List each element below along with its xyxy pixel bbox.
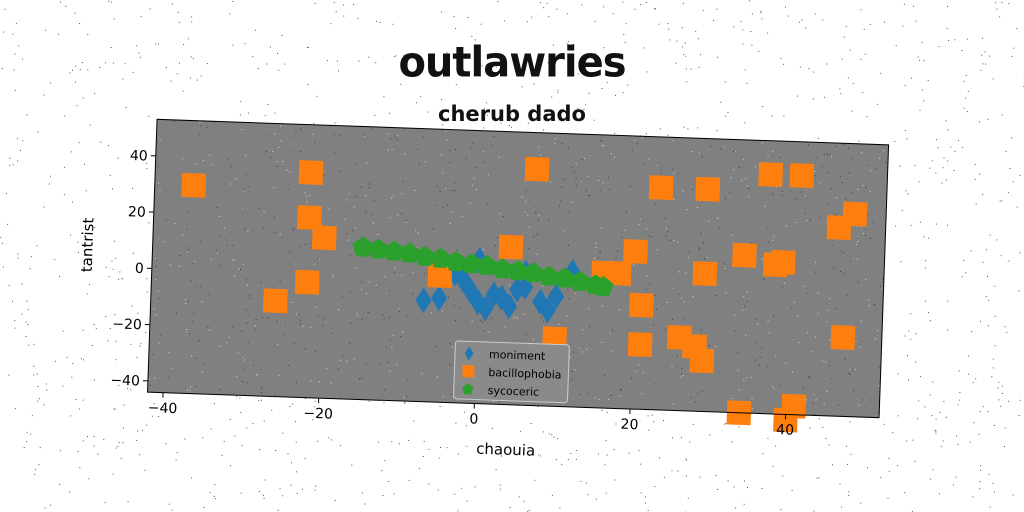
legend-label: bacillophobia: [488, 366, 562, 382]
bacillophobia-point: [770, 249, 796, 275]
x-axis-label: chaouia: [476, 440, 536, 460]
bacillophobia-point: [311, 225, 337, 251]
y-tick-label: −20: [112, 316, 142, 333]
moniment-point: [462, 277, 479, 304]
bacillophobia-point: [695, 176, 721, 202]
y-axis-ticks: −40 −20 0 20 40: [110, 148, 156, 390]
sycoceric-point: [430, 247, 452, 268]
x-tick-label: −40: [147, 400, 177, 417]
bacillophobia-point: [262, 288, 288, 314]
y-tick-label: 20: [128, 204, 146, 221]
bacillophobia-point: [427, 263, 453, 289]
bacillophobia-point: [758, 162, 784, 187]
bacillophobia-point: [629, 292, 654, 318]
bacillophobia-point: [689, 348, 715, 374]
moniment-point: [431, 285, 448, 312]
chart-title: outlawries: [398, 38, 626, 88]
legend-marker-sycoceric: [462, 383, 474, 395]
moniment-point: [485, 281, 502, 308]
y-tick-label: 0: [135, 261, 144, 277]
bacillophobia-point: [648, 175, 674, 201]
series-sycoceric: [352, 236, 614, 297]
y-tick-label: 40: [130, 148, 148, 165]
moniment-point: [493, 284, 510, 311]
sycoceric-point: [507, 260, 529, 281]
bacillophobia-point: [692, 261, 718, 287]
plot-frame: [146, 118, 890, 419]
bacillophobia-point: [298, 160, 324, 185]
moniment-point: [469, 289, 486, 316]
chart-subtitle: cherub dado: [438, 102, 586, 126]
bacillophobia-point: [498, 234, 524, 260]
sycoceric-point: [476, 255, 498, 276]
sycoceric-point: [383, 240, 405, 261]
bacillophobia-point: [789, 163, 815, 189]
legend-label: moniment: [489, 348, 546, 363]
x-tick-label: 40: [776, 422, 794, 439]
bacillophobia-point: [842, 201, 868, 227]
data-marks: [181, 156, 868, 433]
legend-marker-moniment: [464, 346, 474, 361]
legend: moniment bacillophobia sycoceric: [453, 340, 570, 404]
sycoceric-point: [414, 245, 436, 266]
bacillophobia-point: [181, 172, 207, 198]
bacillophobia-point: [830, 325, 856, 350]
sycoceric-point: [399, 242, 421, 263]
moniment-point: [500, 293, 517, 320]
moniment-point: [477, 295, 494, 322]
bacillophobia-point: [294, 269, 320, 295]
sycoceric-point: [445, 251, 467, 272]
sycoceric-point: [368, 238, 390, 259]
sycoceric-point: [592, 275, 614, 297]
y-tick-label: −40: [110, 373, 140, 390]
x-tick-label: −20: [303, 406, 333, 423]
sycoceric-point: [538, 265, 560, 286]
bacillophobia-point: [623, 239, 648, 264]
legend-marker-bacillophobia: [462, 365, 475, 378]
sycoceric-point: [569, 270, 591, 292]
bacillophobia-point: [732, 242, 757, 268]
sycoceric-point: [492, 258, 514, 279]
x-tick-label: 20: [620, 417, 638, 434]
moniment-point: [547, 283, 565, 310]
x-tick-label: 0: [469, 411, 478, 427]
bacillophobia-point: [781, 393, 807, 419]
legend-label: sycoceric: [488, 384, 540, 399]
bacillophobia-point: [524, 156, 550, 182]
bacillophobia-point: [627, 332, 653, 357]
x-axis-ticks: −40 −20 0 20 40: [147, 392, 794, 439]
bacillophobia-point: [606, 261, 632, 286]
bacillophobia-point: [297, 205, 322, 230]
y-axis-label: tantrist: [78, 217, 98, 272]
sycoceric-point: [554, 267, 576, 288]
moniment-point: [532, 288, 549, 315]
sycoceric-point: [461, 253, 482, 274]
legend-box: [453, 340, 570, 404]
moniment-point: [415, 287, 432, 314]
sycoceric-point: [523, 262, 545, 283]
moniment-point: [539, 297, 556, 324]
sycoceric-point: [352, 236, 374, 257]
